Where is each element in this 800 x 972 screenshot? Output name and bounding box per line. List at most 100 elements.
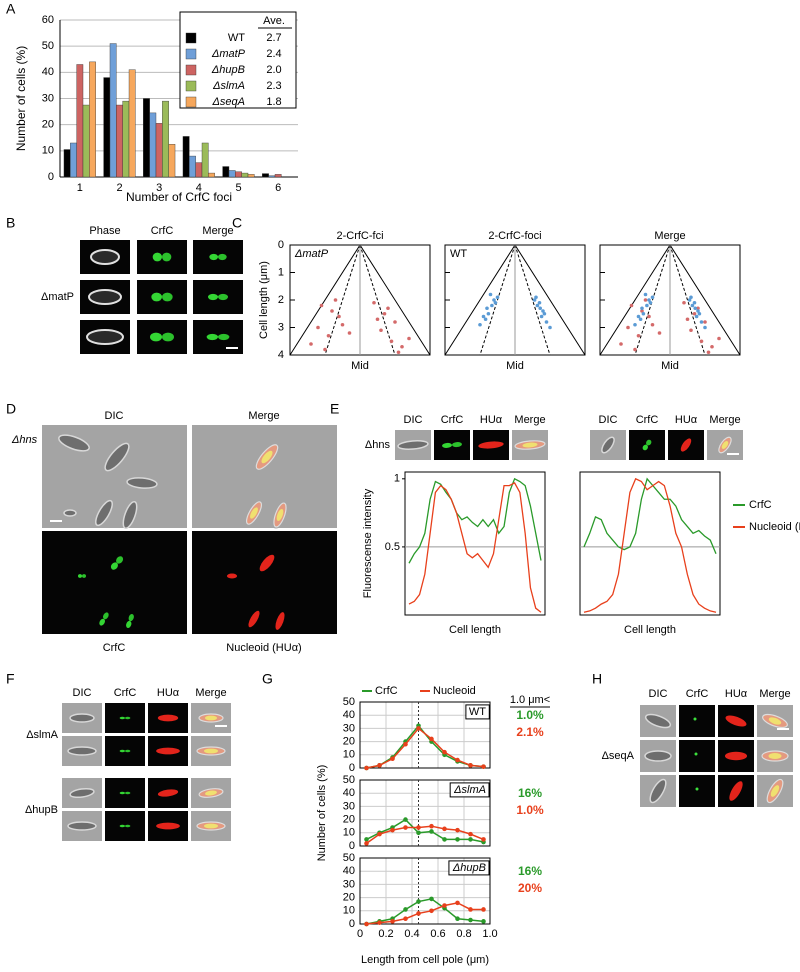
x-tick-label: 4 (196, 182, 202, 194)
point (619, 342, 623, 346)
column-header: Merge (195, 687, 226, 699)
x-axis-label: Cell length (624, 624, 676, 636)
point (364, 841, 369, 846)
column-header: Merge (514, 414, 545, 426)
bar (201, 142, 209, 178)
point (636, 333, 641, 338)
micrograph (679, 740, 715, 772)
focus (218, 293, 228, 301)
bar (222, 166, 230, 178)
bar (128, 69, 136, 178)
y-axis-label: Number of cells (%) (316, 765, 328, 862)
x-tick-label: 0 (357, 928, 363, 940)
legend-label: CrfC (375, 685, 398, 697)
focus (205, 790, 217, 796)
point (534, 295, 538, 300)
annotation: 1.0% (516, 708, 544, 722)
cell (58, 434, 90, 452)
point (481, 919, 486, 924)
legend-label: CrfC (749, 499, 772, 511)
panel-letter: B (6, 215, 15, 231)
point (364, 837, 369, 842)
y-tick-label: 40 (343, 787, 355, 799)
point (455, 916, 460, 922)
line (366, 825, 484, 844)
bar (162, 100, 169, 178)
focus (451, 442, 462, 448)
point (429, 823, 434, 829)
point (633, 322, 637, 327)
series-label: WT (450, 248, 467, 260)
point (478, 322, 482, 327)
y-tick-label: 10 (42, 145, 54, 157)
point (442, 903, 447, 908)
y-tick-label: 30 (343, 722, 355, 734)
x-tick-label: 1 (77, 182, 83, 194)
panel-letter: C (232, 215, 242, 231)
bar (103, 77, 111, 178)
column-header: CrfC (114, 687, 137, 699)
x-tick-label: 0.4 (404, 928, 419, 940)
legend-label: WT (228, 32, 245, 44)
point (641, 311, 646, 316)
focus (119, 791, 126, 795)
cell (104, 442, 130, 472)
column-header: HUα (480, 414, 503, 426)
nucleoid (724, 751, 748, 761)
bar (89, 61, 96, 178)
point (682, 300, 686, 305)
plot-frame (404, 471, 546, 616)
focus (770, 785, 780, 797)
legend-swatch (185, 32, 197, 44)
point (396, 350, 401, 355)
focus (642, 444, 648, 451)
point (390, 756, 395, 762)
focus (128, 614, 134, 622)
panel-letter: D (6, 401, 16, 417)
point (323, 347, 327, 352)
legend-average: 2.0 (266, 64, 281, 76)
focus (218, 333, 230, 341)
y-tick-label: 3 (278, 321, 284, 333)
micrograph (679, 775, 715, 807)
nucleoid (156, 822, 180, 830)
legend-swatch (185, 48, 197, 60)
label-box (465, 704, 490, 720)
strain-label: ΔmatP (41, 291, 74, 303)
quarter-line (479, 244, 551, 356)
micrograph (679, 705, 715, 737)
point (485, 306, 489, 311)
nucleoid (157, 714, 179, 722)
panel-letter: F (6, 671, 15, 687)
focus (162, 292, 173, 302)
point (643, 298, 648, 302)
micrograph (192, 531, 337, 634)
point (535, 303, 540, 308)
column-header: HUα (157, 687, 180, 699)
nucleoid (275, 612, 285, 630)
point (364, 921, 369, 927)
bar (189, 155, 196, 178)
y-tick-label: 40 (343, 865, 355, 877)
y-tick-label: 0 (278, 239, 284, 251)
point (416, 830, 421, 836)
legend-label: Nucleoid (433, 685, 476, 697)
column-footer: Nucleoid (HUα) (226, 642, 301, 654)
point (633, 347, 637, 352)
point (416, 825, 421, 830)
focus (768, 717, 782, 725)
line (366, 898, 484, 925)
point (717, 336, 721, 341)
point (416, 911, 421, 916)
focus (125, 749, 131, 753)
quarter-line (324, 244, 396, 356)
legend-label: ΔseqA (212, 96, 245, 108)
column-header: Merge (248, 410, 279, 422)
point (429, 829, 434, 834)
column-header: Merge (202, 225, 233, 237)
focus (694, 752, 698, 756)
y-tick-label: 10 (343, 905, 355, 917)
legend-average: 2.7 (266, 32, 281, 44)
y-tick-label: 4 (278, 349, 284, 361)
